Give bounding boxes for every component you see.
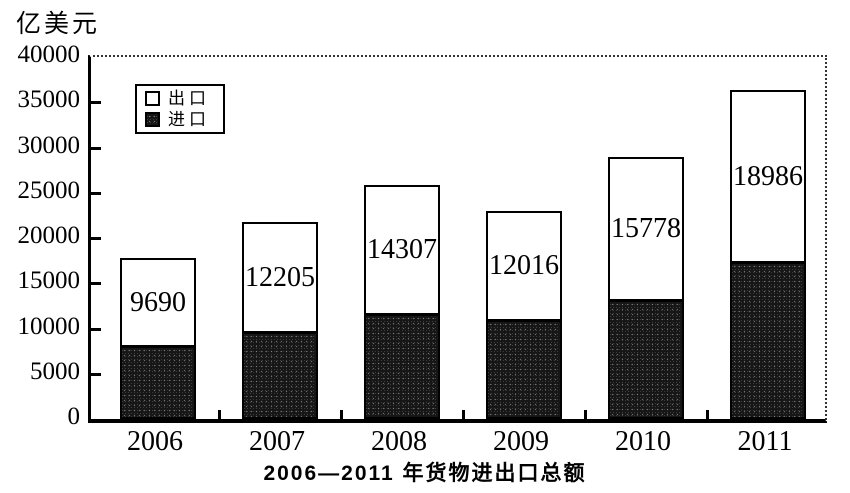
y-axis-tick bbox=[91, 237, 101, 240]
y-axis-tick-label: 30000 bbox=[17, 131, 81, 159]
plot-area: 出口 进口 9690 12205 14307 12016 15778 18986 bbox=[88, 55, 827, 423]
x-axis-tick bbox=[462, 410, 465, 419]
x-axis-tick bbox=[584, 410, 587, 419]
chart-title: 2006—2011 年货物进出口总额 bbox=[263, 462, 587, 485]
y-axis-tick bbox=[91, 146, 101, 150]
bar-2008: 14307 bbox=[364, 185, 440, 419]
import-swatch-icon bbox=[145, 112, 160, 127]
x-axis-tick bbox=[218, 410, 221, 419]
bar-segment-export: 15778 bbox=[610, 159, 682, 302]
x-axis-tick bbox=[706, 410, 709, 419]
legend-item-export: 出口 bbox=[145, 90, 223, 107]
y-axis-tick-label: 35000 bbox=[17, 86, 81, 114]
bar-segment-export: 12016 bbox=[488, 213, 560, 322]
x-axis-label: 2011 bbox=[737, 426, 793, 457]
y-axis-unit-label: 亿美元 bbox=[16, 10, 101, 38]
bar-value-label: 14307 bbox=[367, 234, 437, 265]
bar-value-label: 12016 bbox=[489, 250, 559, 281]
y-axis-tick-label: 20000 bbox=[17, 222, 81, 249]
x-axis-label: 2010 bbox=[615, 426, 671, 457]
x-axis-label: 2006 bbox=[127, 426, 183, 457]
bar-segment-import bbox=[488, 322, 560, 417]
export-swatch-icon bbox=[145, 91, 160, 106]
x-axis-tick bbox=[340, 410, 343, 419]
x-axis-label: 2009 bbox=[493, 426, 549, 457]
x-axis-label: 2007 bbox=[249, 426, 305, 457]
y-axis-tick-label: 40000 bbox=[17, 41, 81, 68]
bar-segment-import bbox=[610, 302, 682, 417]
bar-segment-import bbox=[244, 334, 316, 417]
y-axis-tick bbox=[91, 327, 101, 331]
y-axis-tick-label: 0 bbox=[67, 403, 81, 430]
bar-segment-export: 12205 bbox=[244, 224, 316, 334]
y-axis-tick-label: 10000 bbox=[17, 312, 81, 340]
y-axis-tick bbox=[91, 282, 101, 286]
bar-2011: 18986 bbox=[730, 90, 806, 419]
bar-2009: 12016 bbox=[486, 211, 562, 419]
bar-segment-export: 9690 bbox=[122, 260, 194, 348]
y-axis-tick bbox=[91, 372, 101, 376]
bar-2010: 15778 bbox=[608, 157, 684, 419]
legend-item-import: 进口 bbox=[145, 111, 223, 128]
bar-value-label: 18986 bbox=[733, 160, 803, 192]
legend: 出口 进口 bbox=[135, 84, 225, 134]
bar-segment-import bbox=[732, 264, 804, 417]
y-axis-tick bbox=[91, 101, 101, 105]
y-axis-tick bbox=[91, 191, 101, 195]
bar-segment-import bbox=[122, 348, 194, 417]
bar-value-label: 12205 bbox=[245, 261, 315, 293]
y-axis-tick-label: 25000 bbox=[17, 176, 81, 204]
bar-2007: 12205 bbox=[242, 222, 318, 419]
legend-import-label: 进口 bbox=[168, 110, 210, 129]
y-axis-tick-label: 5000 bbox=[30, 357, 80, 385]
bar-value-label: 9690 bbox=[130, 286, 186, 318]
bar-segment-export: 18986 bbox=[732, 92, 804, 264]
bar-value-label: 15778 bbox=[611, 213, 681, 244]
y-axis-tick-label: 15000 bbox=[17, 267, 81, 295]
legend-export-label: 出口 bbox=[168, 89, 210, 108]
bar-2006: 9690 bbox=[120, 258, 196, 419]
bar-segment-export: 14307 bbox=[366, 187, 438, 316]
x-axis-label: 2008 bbox=[371, 426, 427, 457]
bar-segment-import bbox=[366, 316, 438, 417]
